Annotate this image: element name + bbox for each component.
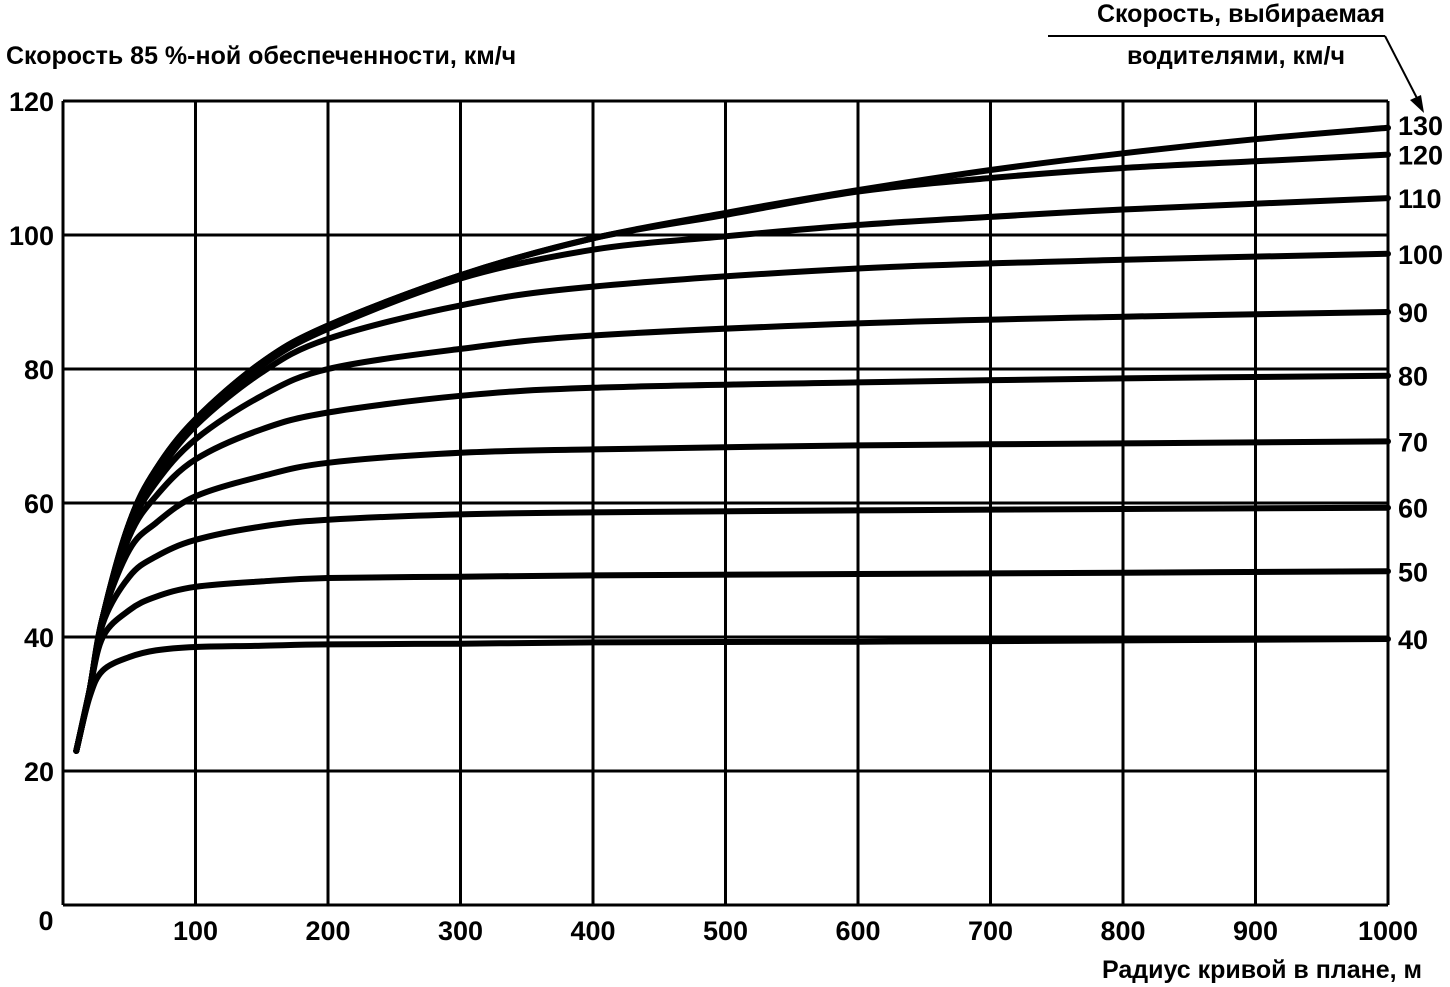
y-axis-title: Скорость 85 %-ной обеспеченности, км/ч	[6, 42, 516, 70]
series-line-40	[73, 636, 1391, 754]
x-tick-label: 0	[38, 906, 53, 936]
y-tick-label: 60	[24, 489, 54, 519]
y-tick-label: 120	[9, 87, 54, 117]
x-tick-label: 600	[835, 916, 880, 946]
series-label-100: 100	[1398, 240, 1443, 270]
series-label-50: 50	[1398, 557, 1428, 587]
y-tick-label: 80	[24, 355, 54, 385]
x-tick-label: 200	[305, 916, 350, 946]
grid	[61, 99, 1390, 907]
right-axis-title-line1: Скорость, выбираемая	[1097, 0, 1385, 28]
series-label-80: 80	[1398, 362, 1428, 392]
series-line-80	[73, 372, 1391, 754]
series-label-40: 40	[1398, 625, 1428, 655]
y-tick-labels: 20 40 60 80 100 120	[9, 87, 54, 787]
x-tick-labels: 0 100 200 300 400 500 600 700 800 900 1000	[38, 906, 1418, 946]
series-line-130	[73, 124, 1391, 754]
x-tick-label: 100	[173, 916, 218, 946]
right-axis-title-line2: водителями, км/ч	[1127, 42, 1345, 70]
series-label-120: 120	[1398, 141, 1443, 171]
x-tick-label: 400	[570, 916, 615, 946]
y-tick-label: 40	[24, 623, 54, 653]
series-label-110: 110	[1398, 184, 1442, 214]
series-label-90: 90	[1398, 298, 1428, 328]
series-line-50	[73, 568, 1391, 754]
x-tick-label: 900	[1233, 916, 1278, 946]
series-line-70	[73, 438, 1391, 754]
curves	[73, 124, 1391, 754]
series-label-130: 130	[1398, 111, 1443, 141]
x-tick-label: 300	[438, 916, 483, 946]
right-axis-title-arrow	[1384, 35, 1421, 105]
y-tick-label: 20	[24, 757, 54, 787]
x-tick-label: 700	[968, 916, 1013, 946]
x-axis-title: Радиус кривой в плане, м	[1102, 956, 1422, 984]
y-tick-label: 100	[9, 221, 54, 251]
x-tick-label: 800	[1100, 916, 1145, 946]
series-label-70: 70	[1398, 427, 1428, 457]
x-tick-label: 1000	[1358, 916, 1418, 946]
series-line-120	[73, 151, 1391, 754]
right-axis-title-arrowhead	[1410, 95, 1424, 113]
x-tick-label: 500	[703, 916, 748, 946]
series-label-60: 60	[1398, 494, 1428, 524]
series-line-60	[73, 504, 1391, 754]
